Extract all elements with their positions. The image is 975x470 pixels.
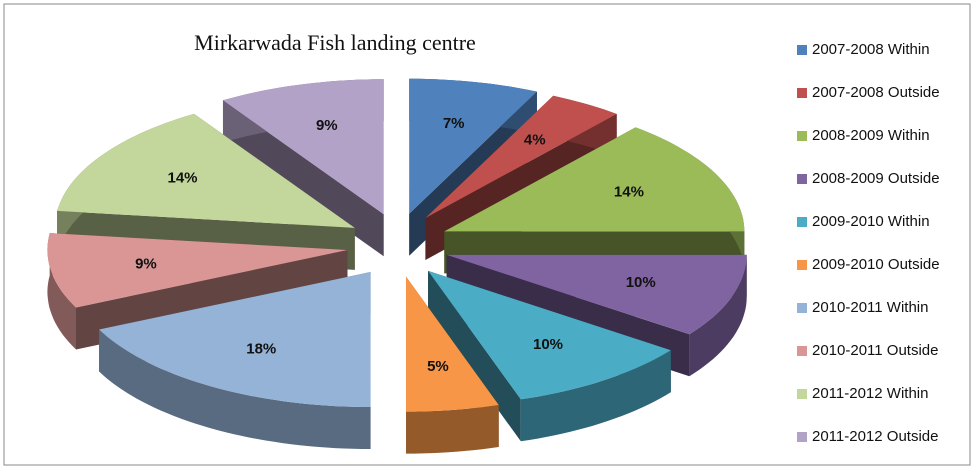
legend-label: 2009-2010 Within bbox=[812, 213, 930, 230]
legend-label: 2007-2008 Outside bbox=[812, 84, 940, 101]
slice-group: 10% bbox=[428, 270, 671, 442]
legend-label: 2008-2009 Outside bbox=[812, 170, 940, 187]
slice-wall bbox=[47, 233, 76, 350]
legend-label: 2009-2010 Outside bbox=[812, 256, 940, 273]
slice bbox=[57, 113, 355, 228]
slice-side bbox=[222, 100, 384, 257]
slice-wall bbox=[99, 329, 371, 449]
data-label: 10% bbox=[533, 336, 563, 353]
legend-label: 2010-2011 Within bbox=[812, 299, 928, 316]
data-label: 10% bbox=[626, 274, 656, 291]
slice bbox=[47, 233, 348, 308]
slice-side bbox=[428, 270, 521, 442]
slice-group: 18% bbox=[99, 272, 371, 449]
slice-wall bbox=[689, 254, 747, 377]
data-label: 18% bbox=[246, 340, 276, 357]
legend-label: 2010-2011 Outside bbox=[812, 342, 938, 359]
slice bbox=[428, 270, 671, 400]
legend-swatch bbox=[797, 303, 807, 313]
legend-swatch bbox=[797, 131, 807, 141]
slice bbox=[406, 276, 499, 412]
chart-title: Mirkarwada Fish landing centre bbox=[194, 30, 476, 55]
slice bbox=[223, 79, 384, 215]
legend-swatch bbox=[797, 432, 807, 442]
slice-group: 4% bbox=[425, 95, 617, 260]
slice-group: 5% bbox=[406, 276, 499, 454]
data-label: 5% bbox=[427, 358, 449, 375]
legend-label: 2008-2009 Within bbox=[812, 127, 930, 144]
slice bbox=[446, 254, 747, 335]
slice bbox=[409, 78, 537, 214]
data-label: 14% bbox=[168, 170, 198, 187]
legend-swatch bbox=[797, 217, 807, 227]
legend-swatch bbox=[797, 174, 807, 184]
data-label: 9% bbox=[135, 255, 157, 272]
slice-wall bbox=[406, 405, 499, 454]
slice bbox=[425, 95, 617, 218]
legend-swatch bbox=[797, 88, 807, 98]
slice-wall bbox=[520, 350, 671, 442]
legend-label: 2011-2012 Outside bbox=[812, 428, 938, 445]
legend-label: 2007-2008 Within bbox=[812, 41, 930, 58]
legend-label: 2011-2012 Within bbox=[812, 385, 928, 402]
data-label: 14% bbox=[614, 183, 644, 200]
data-label: 7% bbox=[443, 115, 465, 132]
legend-swatch bbox=[797, 260, 807, 270]
legend-swatch bbox=[797, 389, 807, 399]
data-label: 4% bbox=[524, 131, 546, 148]
slice bbox=[99, 272, 371, 407]
legend-swatch bbox=[797, 346, 807, 356]
slice bbox=[444, 127, 745, 232]
legend-swatch bbox=[797, 45, 807, 55]
slice-group: 9% bbox=[222, 79, 384, 257]
data-label: 9% bbox=[316, 117, 338, 134]
